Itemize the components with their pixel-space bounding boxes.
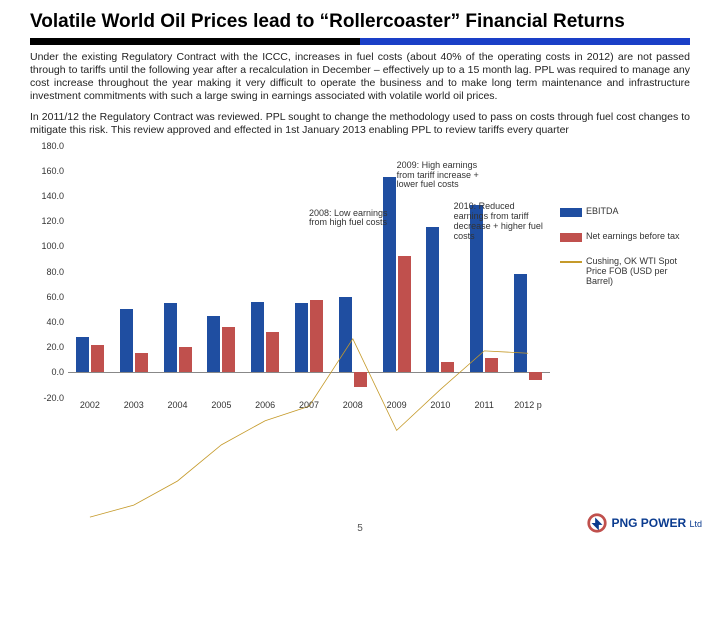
logo-text: PNG POWER Ltd (611, 516, 702, 530)
x-tick: 2006 (243, 400, 287, 416)
y-tick: -20.0 (43, 393, 64, 403)
plot-area: 2008: Low earnings from high fuel costs 2… (68, 146, 550, 398)
y-tick: 60.0 (46, 292, 64, 302)
y-tick: 40.0 (46, 317, 64, 327)
title-underline (30, 38, 690, 45)
legend-swatch (560, 233, 582, 242)
x-tick: 2009 (375, 400, 419, 416)
legend-label: Cushing, OK WTI Spot Price FOB (USD per … (586, 256, 690, 286)
page-title: Volatile World Oil Prices lead to “Rolle… (30, 10, 690, 34)
x-tick: 2011 (462, 400, 506, 416)
legend: EBITDA Net earnings before tax Cushing, OK… (560, 206, 690, 300)
legend-item: Cushing, OK WTI Spot Price FOB (USD per … (560, 256, 690, 286)
legend-swatch (560, 261, 582, 263)
y-tick: 180.0 (41, 141, 64, 151)
x-tick: 2004 (156, 400, 200, 416)
x-tick: 2005 (199, 400, 243, 416)
y-tick: 120.0 (41, 216, 64, 226)
paragraph-2: In 2011/12 the Regulatory Contract was r… (30, 111, 690, 137)
x-tick: 2010 (419, 400, 463, 416)
legend-label: EBITDA (586, 206, 619, 216)
legend-item: EBITDA (560, 206, 690, 217)
y-tick: 100.0 (41, 241, 64, 251)
legend-item: Net earnings before tax (560, 231, 690, 242)
annotation: 2010: Reduced earnings from tariff decre… (454, 202, 544, 242)
x-tick: 2008 (331, 400, 375, 416)
x-axis: 2002200320042005200620072008200920102011… (68, 400, 550, 416)
x-tick: 2012 p (506, 400, 550, 416)
x-tick: 2003 (112, 400, 156, 416)
annotation: 2009: High earnings from tariff increase… (397, 161, 487, 191)
logo-icon (586, 512, 608, 534)
y-tick: 160.0 (41, 166, 64, 176)
y-axis: -20.00.020.040.060.080.0100.0120.0140.01… (30, 146, 66, 398)
legend-label: Net earnings before tax (586, 231, 680, 241)
y-tick: 80.0 (46, 267, 64, 277)
logo: PNG POWER Ltd (586, 512, 702, 534)
x-tick: 2007 (287, 400, 331, 416)
legend-swatch (560, 208, 582, 217)
y-tick: 20.0 (46, 342, 64, 352)
x-tick: 2002 (68, 400, 112, 416)
paragraph-1: Under the existing Regulatory Contract w… (30, 51, 690, 104)
y-tick: 140.0 (41, 191, 64, 201)
annotation: 2008: Low earnings from high fuel costs (309, 209, 399, 229)
y-tick: 0.0 (51, 367, 64, 377)
chart: -20.0 0.0 20.0 40.0 60.0 80.0 100.0 120.0 140.0 1… (30, 146, 690, 416)
